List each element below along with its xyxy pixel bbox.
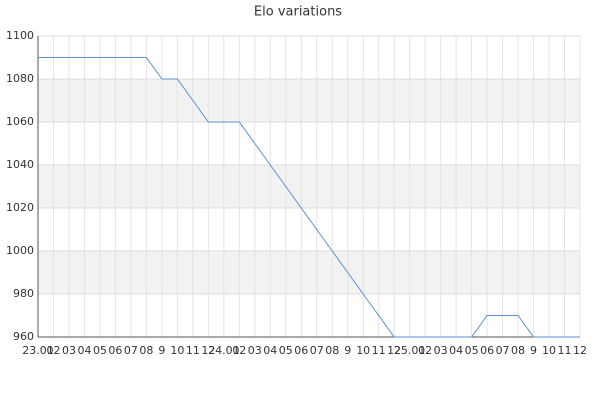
x-tick-label: 11 [372,344,386,357]
y-tick-label: 1000 [6,244,34,257]
x-tick-label: 12 [573,344,587,357]
x-tick-label: 06 [108,344,122,357]
x-tick-label: 9 [344,344,351,357]
x-tick-label: 12 [387,344,401,357]
y-tick-label: 1080 [6,72,34,85]
x-tick-label: 08 [139,344,153,357]
x-tick-label: 02 [232,344,246,357]
x-tick-label: 06 [480,344,494,357]
y-tick-label: 1040 [6,158,34,171]
x-tick-label: 04 [449,344,463,357]
x-tick-label: 9 [158,344,165,357]
grid-band [38,165,580,208]
grid-band [38,79,580,122]
x-tick-label: 08 [325,344,339,357]
line [38,57,580,338]
y-tick-label: 980 [13,287,34,300]
chart-title: Elo variations [254,5,342,20]
x-tick-label: 25.01 [394,344,426,357]
x-tick-label: 10 [356,344,370,357]
x-tick-label: 08 [511,344,525,357]
x-tick-label: 03 [62,344,76,357]
y-tick-label: 1020 [6,201,34,214]
x-tick-label: 12 [201,344,215,357]
x-tick-label: 02 [418,344,432,357]
x-tick-label: 11 [558,344,572,357]
y-tick-label: 960 [13,330,34,343]
x-tick-label: 9 [530,344,537,357]
x-tick-label: 07 [124,344,138,357]
y-tick-label: 1100 [6,29,34,42]
x-tick-label: 23.01 [22,344,54,357]
y-tick-label: 1060 [6,115,34,128]
x-tick-label: 07 [496,344,510,357]
x-tick-label: 04 [77,344,91,357]
x-tick-label: 07 [310,344,324,357]
x-tick-label: 03 [248,344,262,357]
x-tick-label: 05 [465,344,479,357]
x-tick-label: 10 [170,344,184,357]
x-tick-label: 06 [294,344,308,357]
grid-band [38,251,580,294]
x-tick-label: 05 [93,344,107,357]
x-tick-label: 03 [434,344,448,357]
x-tick-label: 24.01 [208,344,240,357]
x-tick-label: 10 [542,344,556,357]
x-tick-label: 04 [263,344,277,357]
x-tick-label: 11 [186,344,200,357]
x-tick-label: 05 [279,344,293,357]
x-tick-label: 02 [46,344,60,357]
